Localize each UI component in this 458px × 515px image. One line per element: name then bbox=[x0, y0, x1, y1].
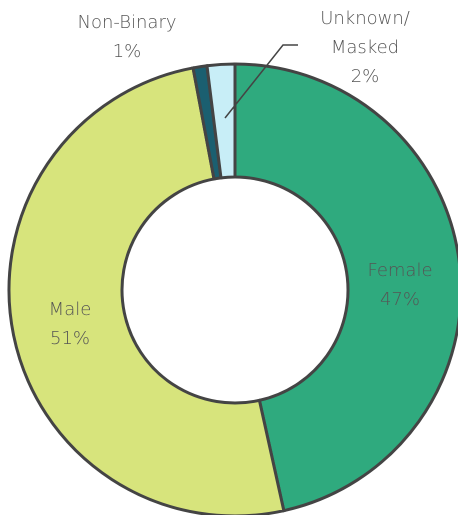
category-label: Female bbox=[367, 260, 433, 281]
donut-slice bbox=[233, 62, 458, 513]
slice-label: Male 51% bbox=[49, 295, 92, 353]
category-label: Male bbox=[48, 299, 92, 320]
slice-label: Unknown/ Masked 2% bbox=[320, 4, 410, 91]
donut-slice bbox=[205, 62, 237, 180]
slice-label: Female 47% bbox=[367, 256, 432, 314]
value-label: 47% bbox=[379, 289, 420, 310]
leader-line bbox=[224, 44, 298, 119]
category-label: Unknown/ Masked bbox=[320, 8, 410, 58]
slice-label: Non-Binary 1% bbox=[77, 8, 176, 66]
donut-slice bbox=[7, 66, 286, 515]
value-label: 1% bbox=[112, 41, 142, 62]
category-label: Non-Binary bbox=[77, 12, 177, 33]
value-label: 51% bbox=[49, 328, 91, 349]
value-label: 2% bbox=[350, 66, 380, 87]
